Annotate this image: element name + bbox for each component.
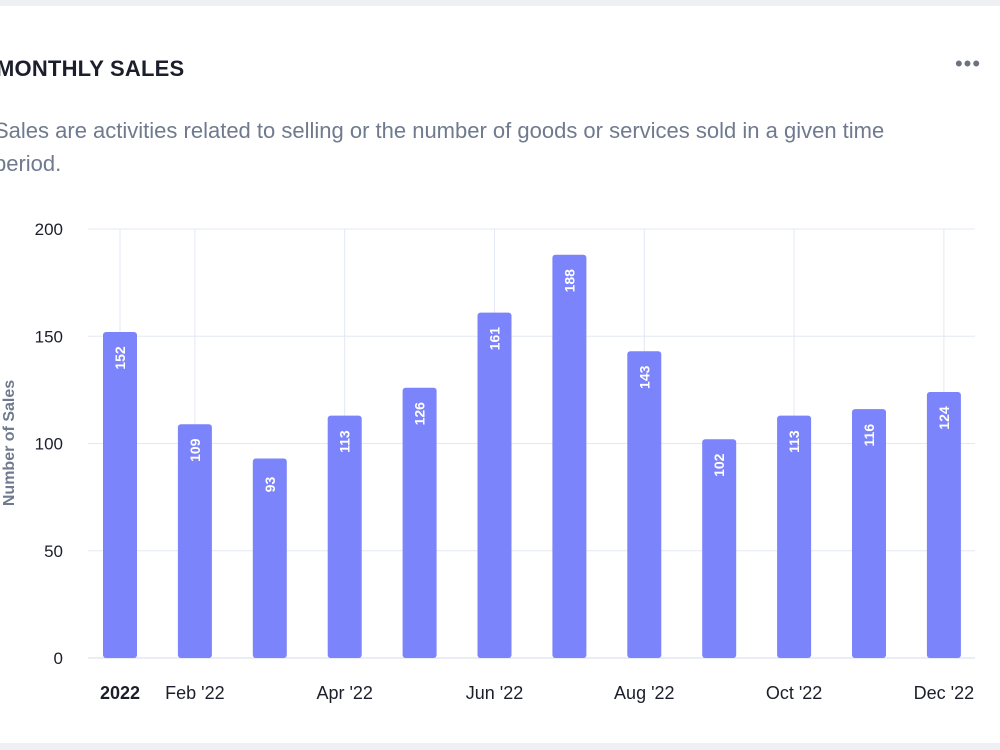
x-tick-label: 2022 bbox=[100, 683, 140, 703]
bar bbox=[777, 415, 812, 658]
bar bbox=[627, 351, 662, 658]
bar bbox=[852, 409, 886, 658]
card-title: MONTHLY SALES bbox=[0, 56, 185, 81]
monthly-sales-card: MONTHLY SALES ••• Sales are activities r… bbox=[0, 6, 1000, 743]
sales-bar-chart: 0 50 100 150 200 152 109 93 113 126 161 188 143 102 11… bbox=[1, 220, 975, 703]
chart-bars bbox=[103, 254, 961, 659]
y-tick-label: 150 bbox=[35, 327, 63, 346]
y-tick-label: 200 bbox=[35, 220, 63, 239]
y-tick-label: 100 bbox=[35, 435, 63, 454]
y-tick-label: 50 bbox=[44, 542, 63, 561]
y-tick-label: 0 bbox=[54, 649, 63, 668]
data-label: 113 bbox=[337, 430, 353, 453]
chart-grid bbox=[88, 228, 975, 659]
more-options-icon[interactable]: ••• bbox=[954, 51, 982, 76]
data-label: 161 bbox=[487, 327, 503, 351]
data-label: 188 bbox=[561, 269, 577, 293]
bar bbox=[477, 312, 512, 658]
data-label: 113 bbox=[786, 430, 802, 453]
data-label: 143 bbox=[636, 365, 652, 389]
data-label: 152 bbox=[112, 346, 128, 370]
chart-labels: 0 50 100 150 200 152 109 93 113 126 161 188 143 102 11… bbox=[1, 220, 974, 703]
card-description: Sales are activities related to selling … bbox=[0, 118, 885, 176]
data-label: 109 bbox=[187, 438, 203, 462]
bar bbox=[177, 424, 212, 658]
y-axis-title: Number of Sales bbox=[1, 380, 18, 506]
x-tick-label: Feb '22 bbox=[165, 683, 224, 703]
bar bbox=[402, 387, 437, 658]
x-tick-label: Dec '22 bbox=[914, 683, 974, 703]
data-label: 102 bbox=[711, 453, 727, 477]
data-label: 124 bbox=[936, 406, 952, 430]
bar bbox=[552, 254, 587, 659]
data-label: 126 bbox=[412, 402, 428, 426]
x-tick-label: Jun '22 bbox=[466, 683, 523, 703]
data-label: 93 bbox=[262, 477, 278, 493]
bar bbox=[702, 439, 737, 658]
x-tick-label: Oct '22 bbox=[766, 683, 822, 703]
x-tick-label: Apr '22 bbox=[316, 683, 372, 703]
bar bbox=[252, 458, 287, 658]
x-tick-label: Aug '22 bbox=[614, 683, 675, 703]
bar bbox=[103, 331, 137, 658]
bar bbox=[327, 415, 362, 658]
bar bbox=[926, 392, 961, 658]
data-label: 116 bbox=[861, 424, 877, 447]
